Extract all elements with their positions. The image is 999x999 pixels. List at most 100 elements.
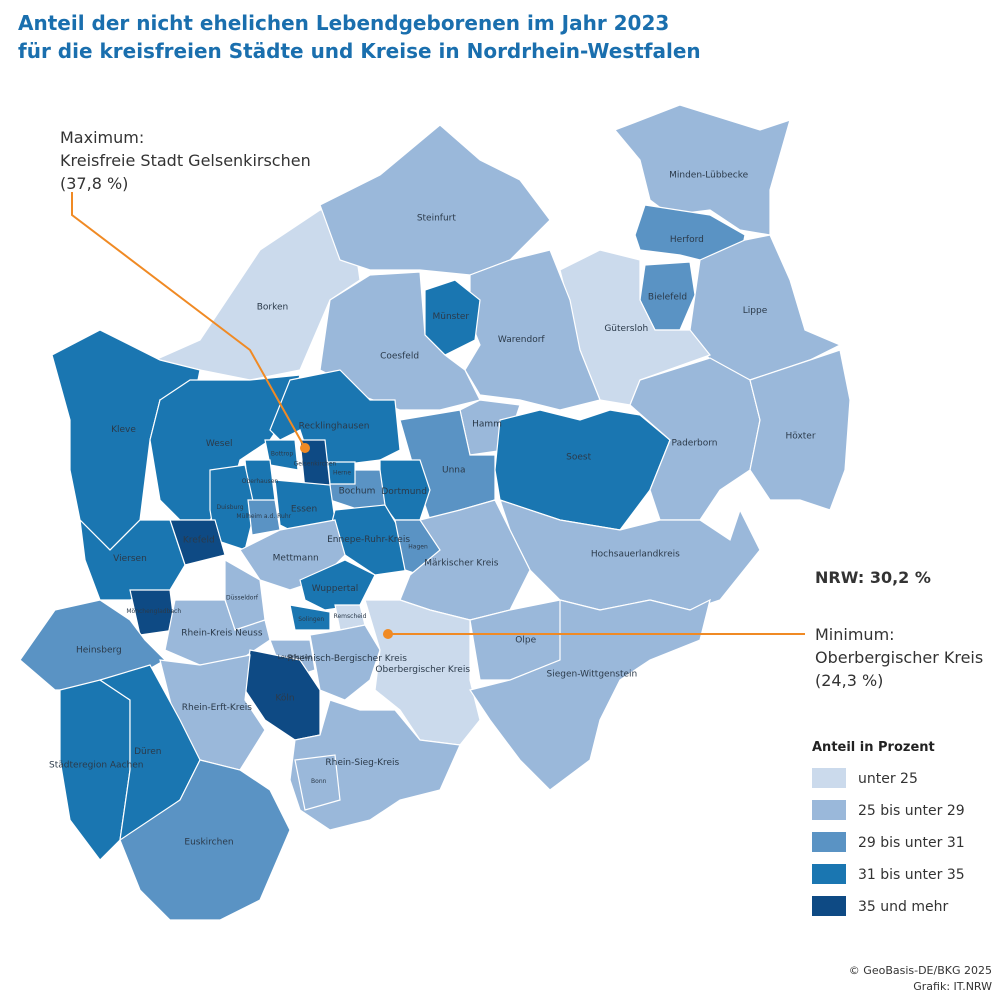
credit: Grafik: IT.NRW: [913, 980, 992, 993]
region-label: Heinsberg: [76, 646, 122, 656]
min-dot: [383, 629, 393, 639]
region-label: Unna: [442, 466, 466, 476]
region-label: Düsseldorf: [226, 595, 259, 602]
legend-title: Anteil in Prozent: [812, 740, 935, 755]
region-label: Remscheid: [334, 613, 367, 620]
legend-label: 31 bis unter 35: [858, 867, 965, 883]
region-label: Euskirchen: [184, 838, 233, 848]
legend-swatch: [812, 768, 846, 788]
min-label: Minimum:: [815, 625, 895, 644]
region-label: Rhein-Erft-Kreis: [182, 703, 253, 713]
region-label: Hagen: [408, 544, 428, 551]
region: [689, 234, 842, 381]
region: [149, 374, 301, 521]
region-label: Essen: [291, 505, 317, 515]
max-dot: [300, 443, 310, 453]
region: [289, 604, 331, 631]
region-label: Städteregion Aachen: [49, 761, 143, 771]
region-label: Wuppertal: [312, 584, 359, 594]
region-label: Ennepe-Ruhr-Kreis: [327, 535, 410, 545]
legend-label: 29 bis unter 31: [858, 835, 965, 851]
region-label: Coesfeld: [380, 352, 419, 362]
region-label: Mülheim a.d. Ruhr: [236, 513, 291, 520]
region-label: Oberhausen: [242, 478, 279, 485]
region: [153, 209, 361, 381]
region-label: Leverkusen: [278, 654, 313, 661]
region-label: Rheinisch-Bergischer Kreis: [287, 654, 407, 664]
region: [309, 624, 381, 701]
region-label: Rhein-Sieg-Kreis: [325, 758, 399, 768]
region: [464, 249, 601, 411]
max-name: Kreisfreie Stadt Gelsenkirschen: [60, 151, 311, 170]
region-label: Gelsenkirchen: [294, 460, 337, 467]
region-label: Kleve: [111, 425, 136, 435]
label-layer: Borken Steinfurt Minden-Lübbecke Herford Bie…: [49, 171, 816, 848]
region-label: Köln: [275, 693, 294, 703]
region: [79, 518, 186, 601]
region: [499, 499, 761, 611]
legend-label: 25 bis unter 29: [858, 803, 965, 819]
credit: © GeoBasis-DE/BKG 2025: [849, 964, 992, 977]
region-label: Rhein-Kreis Neuss: [181, 629, 263, 639]
max-value: (37,8 %): [60, 174, 128, 193]
region-label: Lippe: [743, 306, 768, 316]
region-label: Minden-Lübbecke: [669, 171, 749, 181]
region-label: Mettmann: [273, 553, 319, 563]
region-label: Bielefeld: [648, 293, 687, 303]
region-label: Wesel: [206, 439, 233, 449]
title-line: für die kreisfreien Städte und Kreise in…: [18, 39, 701, 63]
region-label: Märkischer Kreis: [424, 559, 499, 569]
region-label: Olpe: [515, 636, 536, 646]
region-label: Paderborn: [672, 439, 718, 449]
region: [269, 369, 401, 466]
region-label: Herford: [670, 235, 704, 245]
region: [469, 598, 711, 791]
legend-swatch: [812, 896, 846, 916]
region-label: Soest: [566, 452, 591, 462]
max-leader: [71, 192, 306, 449]
nrw-average: NRW: 30,2 %: [815, 568, 931, 587]
region: [749, 349, 851, 511]
region: [614, 104, 791, 236]
region-label: Herne: [333, 470, 351, 477]
region-label: Recklinghausen: [299, 421, 370, 431]
region: [294, 754, 341, 811]
legend: unter 25 25 bis unter 29 29 bis unter 31 31…: [812, 768, 965, 916]
legend-swatch: [812, 864, 846, 884]
title-line: Anteil der nicht ehelichen Lebendgeboren…: [18, 11, 669, 35]
region-label: Duisburg: [217, 504, 244, 511]
region-label: Mönchengladbach: [126, 608, 181, 615]
region-label: Solingen: [298, 616, 324, 623]
region: [264, 439, 299, 471]
region-label: Bochum: [339, 487, 376, 497]
region-label: Bonn: [311, 778, 327, 785]
region: [119, 759, 291, 921]
min-value: (24,3 %): [815, 671, 883, 690]
legend-label: 35 und mehr: [858, 899, 948, 915]
min-name: Oberbergischer Kreis: [815, 648, 983, 667]
region-label: Gütersloh: [604, 324, 648, 334]
region-label: Borken: [257, 303, 289, 313]
max-label: Maximum:: [60, 128, 144, 147]
region-label: Oberbergischer Kreis: [375, 665, 470, 675]
region-label: Düren: [134, 747, 161, 757]
legend-label: unter 25: [858, 771, 918, 787]
region-label: Höxter: [785, 432, 815, 442]
region-label: Münster: [433, 312, 470, 322]
region-label: Bottrop: [271, 450, 293, 457]
region-label: Krefeld: [183, 536, 215, 546]
region: [364, 599, 481, 746]
region-label: Viersen: [113, 554, 147, 564]
region-label: Hamm: [472, 420, 502, 430]
legend-swatch: [812, 800, 846, 820]
region-label: Dortmund: [381, 487, 427, 497]
region-label: Siegen-Wittgenstein: [546, 669, 637, 679]
region-layer: [19, 104, 851, 921]
region-label: Hochsauerlandkreis: [591, 550, 680, 560]
region: [629, 357, 761, 521]
region-label: Steinfurt: [417, 214, 457, 224]
region-label: Warendorf: [498, 335, 546, 345]
region: [319, 124, 551, 276]
